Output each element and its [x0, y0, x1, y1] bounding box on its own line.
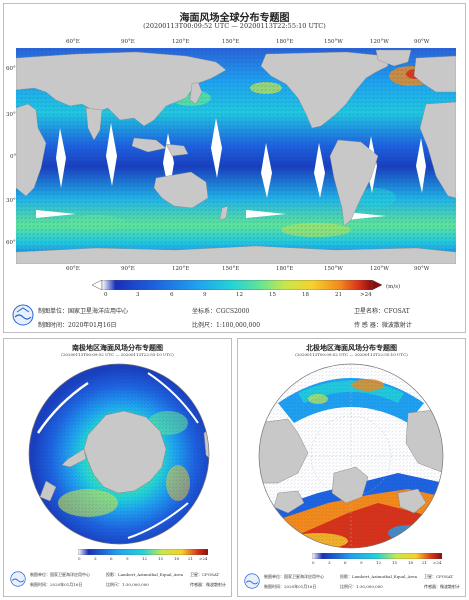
colorbar-tick: 15	[158, 556, 164, 561]
global-map-panel: 海面风场全球分布专题图 (20200113T00:09:52 UTC — 202…	[3, 3, 466, 333]
satellite-label: 卫星：CFOSAT	[424, 574, 454, 579]
lon-label: 90°E	[121, 266, 135, 272]
global-time-range: (20200113T00:09:52 UTC — 20200113T22:55:…	[143, 22, 326, 30]
colorbar-tick: >24	[199, 556, 208, 561]
global-lon-labels-bottom: 60°E 90°E 120°E 150°E 180°E 150°W 120°W …	[4, 266, 465, 274]
global-map-title: 海面风场全球分布专题图	[179, 13, 290, 24]
org-label: 制图单位：国家卫星海洋应用中心	[30, 572, 90, 577]
lon-label: 120°E	[172, 39, 190, 45]
date-label: 制图时间：2020年01月16日	[38, 322, 117, 329]
agency-logo-icon	[12, 304, 34, 326]
colorbar-tick: 9	[203, 292, 207, 298]
sensor-label: 传感器：微波散射计	[424, 584, 460, 589]
agency-logo-icon	[10, 571, 26, 587]
colorbar-tick: 9	[360, 560, 363, 565]
lon-label: 60°E	[66, 266, 80, 272]
scale-label: 比例尺：1:30,000,000	[340, 584, 383, 589]
colorbar-tick: 12	[142, 556, 148, 561]
antarctic-map-title: 南极地区海面风场分布专题图	[72, 343, 163, 352]
lon-label: 150°E	[222, 266, 240, 272]
lat-label: 30°S	[6, 198, 20, 204]
arctic-map-panel: 北极地区海面风场分布专题图 (20200113T00:09:52 UTC — 2…	[237, 338, 466, 597]
colorbar-tick: 3	[328, 560, 331, 565]
lon-label: 60°E	[66, 39, 80, 45]
colorbar-tick: 21	[422, 560, 428, 565]
colorbar-tick: 6	[170, 292, 174, 298]
lon-label: 180°E	[276, 39, 294, 45]
arctic-time-range: (20200113T00:09:52 UTC — 20200113T22:55:…	[295, 352, 408, 357]
arctic-colorbar	[312, 553, 442, 559]
antarctic-map-panel: 南极地区海面风场分布专题图 (20200113T00:09:52 UTC — 2…	[3, 338, 232, 597]
lon-label: 120°W	[370, 39, 389, 45]
antarctic-colorbar	[78, 549, 208, 555]
colorbar-tick: >24	[360, 292, 372, 298]
org-label: 制图单位：国家卫星海洋应用中心	[264, 574, 324, 579]
colorbar-tick: 21	[335, 292, 342, 298]
arctic-colorbar-ticks: 0 3 6 9 12 15 18 21 >24	[312, 560, 452, 566]
global-colorbar-ticks: 0 3 6 9 12 15 18 21 >24	[102, 292, 392, 300]
antarctic-wind-map	[28, 363, 210, 545]
agency-logo-icon	[244, 573, 260, 589]
scale-label: 比例尺：1:30,000,000	[106, 582, 149, 587]
lon-label: 120°W	[370, 266, 389, 272]
satellite-label: 卫星名称：CFOSAT	[354, 308, 410, 315]
colorbar-unit: (m/s)	[386, 284, 401, 290]
global-lon-labels-top: 60°E 90°E 120°E 150°E 180°E 150°W 120°W …	[4, 39, 465, 47]
crs-label: 坐标系：CGCS2000	[192, 308, 250, 315]
colorbar-tick: 0	[104, 292, 108, 298]
satellite-label: 卫星：CFOSAT	[190, 572, 220, 577]
lon-label: 90°W	[414, 266, 430, 272]
arctic-map-title: 北极地区海面风场分布专题图	[306, 343, 397, 352]
colorbar-tick: 18	[174, 556, 180, 561]
lat-label: 60°N	[6, 66, 21, 72]
colorbar-tick: 15	[269, 292, 276, 298]
colorbar-tick: 3	[94, 556, 97, 561]
lon-label: 180°E	[276, 266, 294, 272]
lon-label: 90°E	[121, 39, 135, 45]
colorbar-tick: 12	[236, 292, 243, 298]
antarctic-time-range: (20200113T00:09:52 UTC — 20200113T22:55:…	[61, 352, 174, 357]
lat-label: 30°N	[6, 112, 21, 118]
lon-label: 120°E	[172, 266, 190, 272]
projection-label: 投影：Lambert_Azimuthal_Equal_Area	[340, 574, 418, 579]
colorbar-tick: 15	[392, 560, 398, 565]
lat-label: 60°S	[6, 240, 20, 246]
colorbar-tick: 6	[110, 556, 113, 561]
colorbar-tick: 6	[344, 560, 347, 565]
lon-label: 150°W	[324, 39, 343, 45]
colorbar-tick: >24	[433, 560, 442, 565]
org-label: 制图单位：国家卫星海洋应用中心	[38, 308, 129, 315]
arctic-wind-map	[258, 363, 444, 549]
lon-label: 150°W	[324, 266, 343, 272]
lon-label: 90°W	[414, 39, 430, 45]
global-wind-map	[16, 48, 456, 264]
colorbar-tick: 0	[78, 556, 81, 561]
date-label: 制图时间：2020年01月16日	[264, 584, 317, 589]
colorbar-tick: 18	[302, 292, 309, 298]
colorbar-tick: 0	[312, 560, 315, 565]
antarctic-colorbar-ticks: 0 3 6 9 12 15 18 21 >24	[78, 556, 218, 562]
date-label: 制图时间：2020年01月16日	[30, 582, 83, 587]
sensor-label: 传 感 器：微波散射计	[354, 322, 412, 329]
scale-label: 比例尺：1:100,000,000	[192, 322, 261, 329]
colorbar-tick: 3	[136, 292, 140, 298]
global-colorbar	[92, 280, 382, 290]
sensor-label: 传感器：微波散射计	[190, 582, 226, 587]
projection-label: 投影：Lambert_Azimuthal_Equal_Area	[106, 572, 184, 577]
colorbar-tick: 21	[188, 556, 194, 561]
colorbar-tick: 18	[408, 560, 414, 565]
lon-label: 150°E	[222, 39, 240, 45]
lat-label: 0°	[10, 154, 17, 160]
colorbar-tick: 12	[376, 560, 382, 565]
colorbar-tick: 9	[126, 556, 129, 561]
